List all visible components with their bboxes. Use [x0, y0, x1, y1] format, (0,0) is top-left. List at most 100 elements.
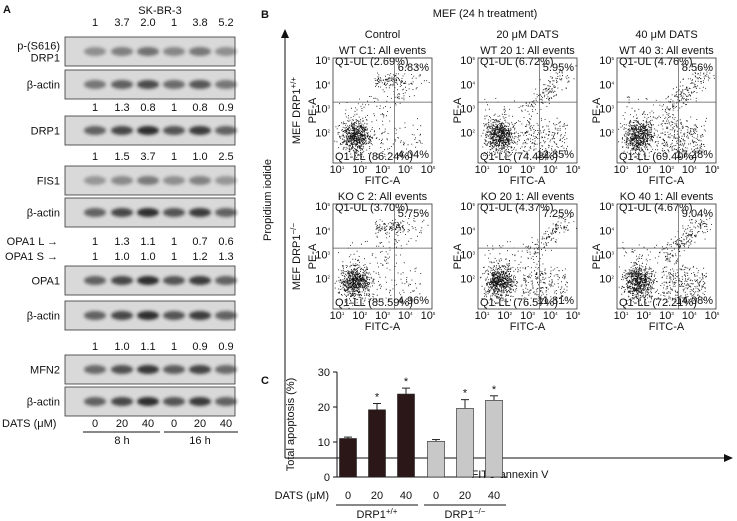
blot-band	[111, 47, 133, 56]
blot-label: FIS1	[37, 176, 60, 188]
text-base: 10	[520, 310, 532, 322]
quant-value: 3.7	[114, 17, 129, 29]
y-tick-label: 102	[460, 128, 475, 140]
text-sup: 5	[472, 56, 475, 61]
text-sup: 2	[649, 311, 652, 316]
quadrant-small: Q1-LL (74.48%)	[480, 151, 558, 163]
quadrant-percent: 14.08%	[676, 295, 714, 307]
text-sup: 5	[578, 311, 581, 316]
blot-label: β-actin	[27, 397, 60, 409]
quant-value: 2.5	[218, 151, 233, 163]
text-base: 10	[315, 55, 327, 67]
y-tick-label: 105	[315, 201, 330, 213]
blot-band	[84, 126, 106, 135]
quadrant-percent: 5.95%	[543, 62, 574, 74]
quadrant-small: Q1-LL (76.57%)	[480, 297, 558, 309]
blot-band	[84, 80, 106, 89]
blot-band	[163, 397, 185, 406]
quadrant-percent: 8.56%	[682, 62, 713, 74]
blot-band	[111, 397, 133, 406]
plot-frame	[616, 203, 717, 310]
text-sup: −/−	[289, 223, 298, 235]
legend-label: DRP1−/−	[445, 507, 486, 521]
text-base: 10	[599, 250, 611, 262]
plot-axis-label: FITC-A	[649, 321, 685, 333]
text-sup: 1	[626, 311, 629, 316]
text-base: 10	[599, 225, 611, 237]
quadrant-percent: 9.04%	[682, 208, 713, 220]
quant-value: 1	[171, 151, 177, 163]
blot-band	[215, 208, 237, 217]
plot-axis-label: PE-A	[591, 97, 603, 123]
text-base: 10	[398, 310, 410, 322]
y-tick-label: 103	[599, 250, 614, 262]
text-base: 10	[398, 164, 410, 176]
blot-band	[111, 126, 133, 135]
text-base: 10	[636, 164, 648, 176]
x-tick-label: 101	[475, 164, 490, 176]
text-sup: 2	[611, 275, 614, 280]
y-tick-label: 103	[315, 250, 330, 262]
text-base: 10	[599, 201, 611, 213]
text-sup: 5	[717, 165, 720, 170]
x-tick-label: 20	[371, 490, 383, 502]
text-sup: 4	[694, 311, 697, 316]
plot-axis-label: PE-A	[307, 243, 319, 269]
text-base: 10	[599, 128, 611, 140]
blot-band	[137, 365, 159, 374]
time-label: 16 h	[189, 435, 210, 447]
quant-value: 1.5	[114, 151, 129, 163]
column-header: 40 μM DATS	[635, 29, 697, 41]
panel-title: MEF (24 h treatment)	[433, 8, 538, 20]
text-base: 10	[460, 225, 472, 237]
text-sup: 5	[327, 56, 330, 61]
blot-band	[189, 126, 211, 135]
text-sup: 5	[578, 165, 581, 170]
text-base: 10	[599, 274, 611, 286]
x-tick-label: 105	[566, 164, 581, 176]
x-tick-label: 101	[330, 310, 345, 322]
quant-value: 1	[171, 236, 177, 248]
text-sup: 4	[555, 165, 558, 170]
quant-value: 1.0	[114, 251, 129, 263]
text-base: 10	[543, 164, 555, 176]
blot-band	[84, 276, 106, 285]
blot-band	[163, 311, 185, 320]
plot-title: KO C 2: All events	[338, 191, 428, 203]
y-tick-label: 10	[318, 437, 330, 449]
quant-value: 1.3	[114, 236, 129, 248]
text-base: 10	[315, 128, 327, 140]
text-base: 10	[460, 128, 472, 140]
significance-mark: *	[404, 376, 409, 388]
x-tick-label: 103	[375, 164, 390, 176]
text-sup: 3	[532, 165, 535, 170]
quadrant-percent: 7.25%	[543, 208, 574, 220]
x-tick-label: 105	[705, 310, 720, 322]
significance-mark: *	[463, 388, 468, 400]
text-base: 10	[421, 310, 433, 322]
dose-value: 0	[171, 418, 177, 430]
scatter-dots	[618, 208, 712, 306]
blot-band	[84, 47, 106, 56]
plot-axis-label: PE-A	[452, 97, 464, 123]
text-base: 10	[599, 55, 611, 67]
text-sup: 4	[410, 165, 413, 170]
panel-label: B	[261, 9, 269, 21]
text-sup: 4	[555, 311, 558, 316]
text-sup: 3	[387, 311, 390, 316]
blot-band	[163, 208, 185, 217]
text-sup: 1	[342, 311, 345, 316]
blot-band	[84, 176, 106, 185]
quant-value: 1	[92, 102, 98, 114]
text-base: 10	[614, 164, 626, 176]
x-tick-label: 102	[497, 164, 512, 176]
quant-value: 0.8	[140, 102, 155, 114]
quadrant-small: Q1-LL (72.21%)	[619, 297, 697, 309]
quadrant-small: Q1-UL (4.67%)	[619, 202, 693, 214]
quant-value: 0.9	[218, 341, 233, 353]
panel-label: C	[261, 375, 269, 387]
text-sup: 3	[532, 311, 535, 316]
text-base: 10	[566, 164, 578, 176]
text-base: 10	[614, 310, 626, 322]
text-sup: 2	[365, 165, 368, 170]
